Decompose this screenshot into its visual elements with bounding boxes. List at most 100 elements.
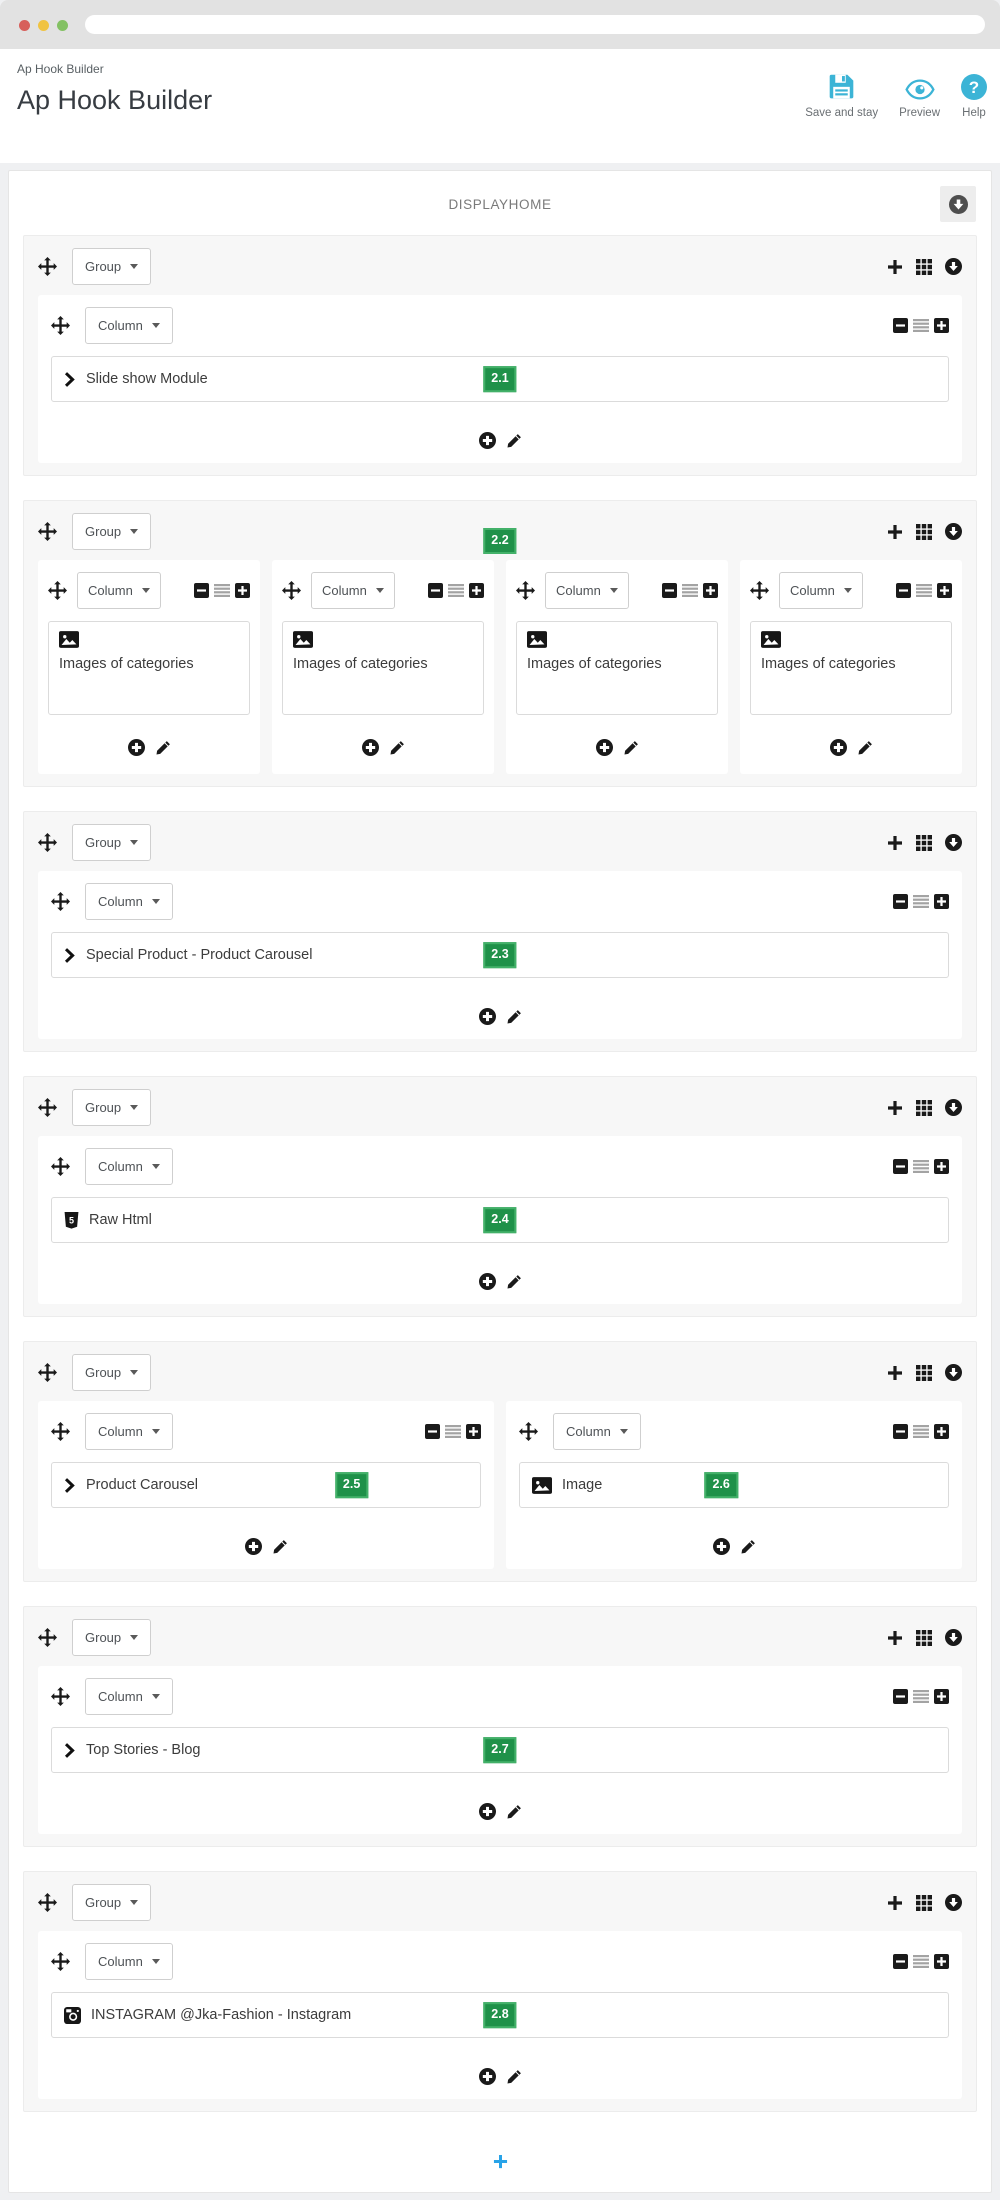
add-column-button[interactable] — [887, 1365, 903, 1381]
group-dropdown[interactable]: Group — [72, 1089, 152, 1126]
justify-button[interactable] — [913, 1160, 929, 1173]
justify-button[interactable] — [913, 319, 929, 332]
preview-button[interactable]: Preview — [899, 79, 940, 119]
plus-square-button[interactable] — [466, 1424, 481, 1439]
move-column-handle[interactable] — [51, 1422, 70, 1441]
plus-square-button[interactable] — [934, 1424, 949, 1439]
grid-button[interactable] — [916, 1629, 932, 1646]
edit-module-button[interactable] — [506, 1804, 522, 1820]
edit-module-button[interactable] — [506, 1009, 522, 1025]
module-item[interactable]: Special Product - Product Carousel 2.3 — [51, 932, 949, 978]
module-item[interactable]: Images of categories — [750, 621, 952, 715]
collapse-group-button[interactable] — [945, 523, 962, 540]
justify-button[interactable] — [682, 584, 698, 597]
plus-square-button[interactable] — [469, 583, 484, 598]
edit-module-button[interactable] — [389, 740, 405, 756]
module-item[interactable]: Product Carousel 2.5 — [51, 1462, 481, 1508]
column-dropdown[interactable]: Column — [85, 1413, 173, 1450]
add-module-button[interactable] — [478, 2068, 496, 2085]
grid-button[interactable] — [916, 1894, 932, 1911]
justify-button[interactable] — [913, 1425, 929, 1438]
add-column-button[interactable] — [887, 835, 903, 851]
move-column-handle[interactable] — [750, 581, 769, 600]
add-module-button[interactable] — [244, 1538, 262, 1555]
collapse-group-button[interactable] — [945, 1629, 962, 1646]
move-group-handle[interactable] — [38, 833, 57, 852]
column-dropdown[interactable]: Column — [311, 572, 395, 609]
add-module-button[interactable] — [361, 739, 379, 756]
column-dropdown[interactable]: Column — [779, 572, 863, 609]
add-module-button[interactable] — [478, 1803, 496, 1820]
minus-square-button[interactable] — [893, 1159, 908, 1174]
move-column-handle[interactable] — [51, 1952, 70, 1971]
plus-square-button[interactable] — [703, 583, 718, 598]
plus-square-button[interactable] — [934, 318, 949, 333]
zoom-window-icon[interactable] — [57, 20, 68, 31]
column-dropdown[interactable]: Column — [553, 1413, 641, 1450]
close-window-icon[interactable] — [19, 20, 30, 31]
column-dropdown[interactable]: Column — [85, 307, 173, 344]
plus-square-button[interactable] — [235, 583, 250, 598]
move-column-handle[interactable] — [51, 1687, 70, 1706]
edit-module-button[interactable] — [506, 2069, 522, 2085]
edit-module-button[interactable] — [623, 740, 639, 756]
add-column-button[interactable] — [887, 524, 903, 540]
minus-square-button[interactable] — [893, 1689, 908, 1704]
column-dropdown[interactable]: Column — [77, 572, 161, 609]
add-module-button[interactable] — [478, 432, 496, 449]
plus-square-button[interactable] — [934, 1159, 949, 1174]
module-item[interactable]: Top Stories - Blog 2.7 — [51, 1727, 949, 1773]
group-dropdown[interactable]: Group — [72, 513, 152, 550]
justify-button[interactable] — [913, 895, 929, 908]
save-and-stay-button[interactable]: Save and stay — [805, 73, 878, 119]
minus-square-button[interactable] — [194, 583, 209, 598]
add-module-button[interactable] — [829, 739, 847, 756]
edit-module-button[interactable] — [740, 1539, 756, 1555]
move-group-handle[interactable] — [38, 1628, 57, 1647]
minimize-window-icon[interactable] — [38, 20, 49, 31]
address-bar[interactable] — [85, 15, 985, 34]
grid-button[interactable] — [916, 1364, 932, 1381]
add-column-button[interactable] — [887, 259, 903, 275]
collapse-group-button[interactable] — [945, 1894, 962, 1911]
collapse-all-button[interactable] — [940, 186, 976, 222]
minus-square-button[interactable] — [428, 583, 443, 598]
move-group-handle[interactable] — [38, 257, 57, 276]
add-module-button[interactable] — [712, 1538, 730, 1555]
minus-square-button[interactable] — [893, 894, 908, 909]
grid-button[interactable] — [916, 834, 932, 851]
grid-button[interactable] — [916, 523, 932, 540]
plus-square-button[interactable] — [934, 1954, 949, 1969]
move-group-handle[interactable] — [38, 1363, 57, 1382]
minus-square-button[interactable] — [893, 318, 908, 333]
move-group-handle[interactable] — [38, 522, 57, 541]
justify-button[interactable] — [214, 584, 230, 597]
justify-button[interactable] — [448, 584, 464, 597]
module-item[interactable]: Images of categories — [282, 621, 484, 715]
column-dropdown[interactable]: Column — [545, 572, 629, 609]
add-column-button[interactable] — [887, 1630, 903, 1646]
add-column-button[interactable] — [887, 1100, 903, 1116]
plus-square-button[interactable] — [934, 894, 949, 909]
collapse-group-button[interactable] — [945, 1099, 962, 1116]
add-module-button[interactable] — [595, 739, 613, 756]
move-column-handle[interactable] — [51, 316, 70, 335]
justify-button[interactable] — [916, 584, 932, 597]
add-group-button[interactable] — [493, 2154, 508, 2169]
help-button[interactable]: ? Help — [961, 74, 987, 119]
move-column-handle[interactable] — [516, 581, 535, 600]
minus-square-button[interactable] — [893, 1424, 908, 1439]
grid-button[interactable] — [916, 258, 932, 275]
minus-square-button[interactable] — [896, 583, 911, 598]
minus-square-button[interactable] — [425, 1424, 440, 1439]
collapse-group-button[interactable] — [945, 1364, 962, 1381]
edit-module-button[interactable] — [155, 740, 171, 756]
add-module-button[interactable] — [478, 1008, 496, 1025]
justify-button[interactable] — [445, 1425, 461, 1438]
move-column-handle[interactable] — [519, 1422, 538, 1441]
group-dropdown[interactable]: Group — [72, 1354, 152, 1391]
edit-module-button[interactable] — [506, 433, 522, 449]
module-item[interactable]: Image 2.6 — [519, 1462, 949, 1508]
group-dropdown[interactable]: Group — [72, 248, 152, 285]
group-dropdown[interactable]: Group — [72, 1884, 152, 1921]
